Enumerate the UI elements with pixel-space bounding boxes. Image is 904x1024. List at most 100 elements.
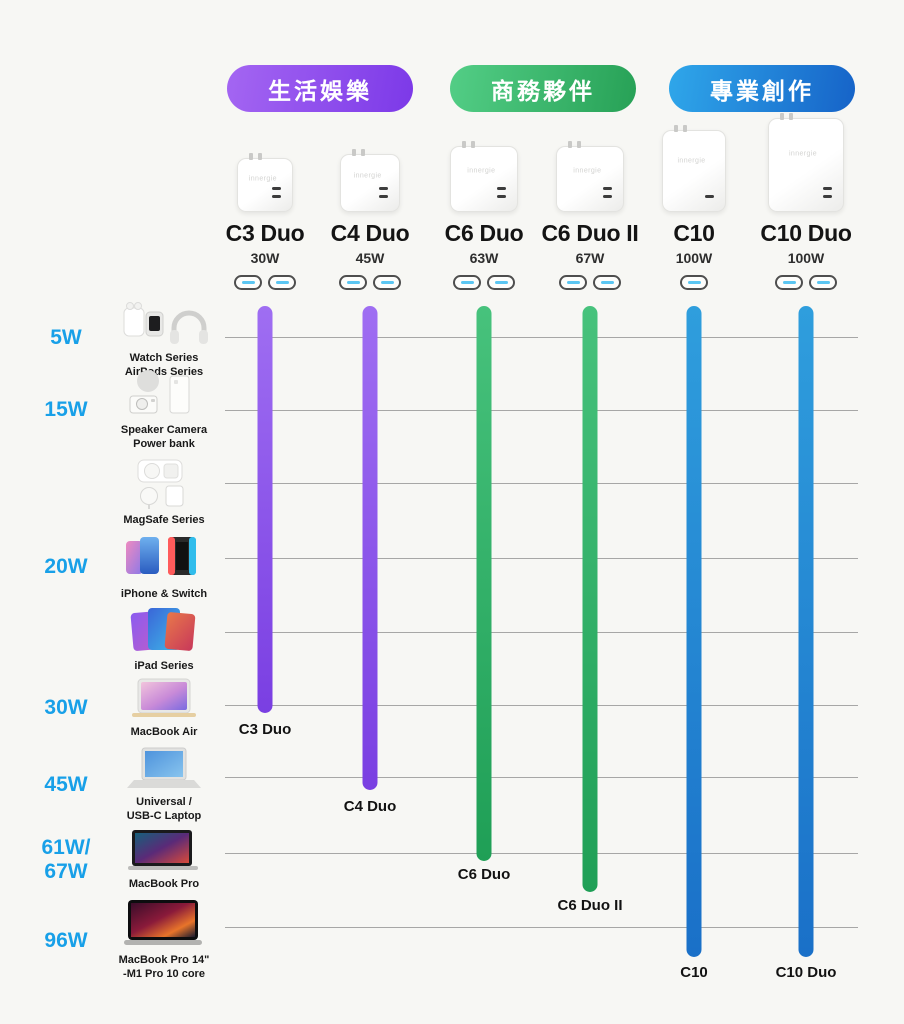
- usb-c-port-icon: [559, 275, 587, 290]
- product-column-c3-duo: innergie C3 Duo 30W: [190, 124, 340, 290]
- wattage-tick: 96W: [44, 929, 88, 953]
- brand-mark: innergie: [353, 172, 382, 180]
- usb-c-port-icon: [234, 275, 262, 290]
- charger-image-c6-duo: innergie: [450, 124, 518, 212]
- bar-end-label: C4 Duo: [343, 798, 397, 815]
- category-label: 專業創作: [710, 77, 814, 104]
- bar-end-label: C6 Duo: [457, 866, 511, 883]
- product-name: C6 Duo II: [541, 220, 639, 246]
- wattage-tick: 30W: [44, 695, 88, 719]
- magsafe-icon: [137, 459, 184, 509]
- device-caption: MagSafe Series: [123, 514, 205, 526]
- device-caption: Watch Series AirPods Series: [124, 352, 204, 379]
- ipad-icon: [130, 608, 196, 651]
- device-caption: Speaker Camera Power bank: [120, 424, 208, 451]
- speaker-camera-powerbank-icon: [129, 370, 190, 414]
- usb-c-ports: [680, 275, 708, 290]
- bar-c6-duo: [476, 306, 492, 861]
- gridline-20w: [225, 558, 858, 559]
- usb-c-ports: [559, 275, 621, 290]
- product-name: C6 Duo: [444, 220, 524, 246]
- macbook-pro-14-icon: [124, 900, 202, 945]
- device-caption: MacBook Air: [130, 726, 198, 738]
- usb-c-port-icon: [775, 275, 803, 290]
- device-caption: Universal / USB-C Laptop: [126, 796, 202, 823]
- category-pill-lifestyle: 生活娛樂: [227, 65, 413, 112]
- gridline-45w: [225, 777, 858, 778]
- product-column-c10: innergie C10 100W: [619, 124, 769, 290]
- category-label: 生活娛樂: [268, 77, 372, 104]
- gridline-ipad: [225, 632, 858, 633]
- usb-c-ports: [339, 275, 401, 290]
- device-caption: MacBook Pro: [128, 878, 200, 890]
- product-column-c6-duo: innergie C6 Duo 63W: [409, 124, 559, 290]
- macbook-pro-icon: [128, 830, 198, 870]
- charger-image-c10-duo: innergie: [768, 113, 844, 212]
- wattage-tick: 45W: [44, 773, 88, 797]
- bar-c6-duo-ii: [582, 306, 598, 892]
- usb-c-port-icon: [373, 275, 401, 290]
- bar-end-label: C6 Duo II: [557, 897, 623, 914]
- brand-mark: innergie: [467, 167, 496, 175]
- category-label: 商務夥伴: [491, 77, 595, 104]
- bar-end-label: C10: [680, 964, 708, 981]
- usb-c-port-icon: [453, 275, 481, 290]
- usb-c-port-icon: [680, 275, 708, 290]
- bar-c10-duo: [798, 306, 814, 957]
- product-wattage: 63W: [469, 250, 499, 266]
- wattage-tick: 15W: [44, 398, 88, 422]
- bar-end-label: C10 Duo: [775, 964, 837, 981]
- device-row-61-67w: 61W/67W MacBook Pro: [26, 828, 224, 891]
- category-pill-professional: 專業創作: [669, 65, 855, 112]
- device-caption: MacBook Pro 14" -M1 Pro 10 core: [118, 954, 210, 981]
- charger-image-c6-duo-ii: innergie: [556, 124, 624, 212]
- bar-c10: [686, 306, 702, 957]
- gridline-30w: [225, 705, 858, 706]
- usb-c-ports: [775, 275, 837, 290]
- usb-c-ports: [234, 275, 296, 290]
- macbook-air-icon: [132, 678, 196, 717]
- product-wattage: 100W: [787, 250, 825, 266]
- iphone-switch-icon: [126, 537, 196, 575]
- usb-c-port-icon: [339, 275, 367, 290]
- charger-image-c10: innergie: [662, 124, 726, 212]
- wattage-tick: 61W/67W: [41, 836, 91, 883]
- bar-c3-duo: [257, 306, 273, 713]
- gridline-5w: [225, 337, 858, 338]
- brand-mark: innergie: [248, 175, 277, 183]
- charger-image-c4-duo: innergie: [340, 124, 400, 212]
- device-caption: iPad Series: [134, 660, 194, 672]
- usb-c-ports: [453, 275, 515, 290]
- usb-c-port-icon: [268, 275, 296, 290]
- product-wattage: 45W: [355, 250, 385, 266]
- usb-c-port-icon: [809, 275, 837, 290]
- brand-mark: innergie: [788, 150, 818, 158]
- device-caption: iPhone & Switch: [120, 588, 208, 600]
- product-wattage: 67W: [575, 250, 605, 266]
- product-column-c4-duo: innergie C4 Duo 45W: [295, 124, 445, 290]
- gridline-15w: [225, 410, 858, 411]
- product-name: C10 Duo: [760, 220, 852, 246]
- product-name: C10: [673, 220, 715, 246]
- charger-image-c3-duo: innergie: [237, 124, 293, 212]
- usb-c-port-icon: [487, 275, 515, 290]
- bar-c4-duo: [362, 306, 378, 790]
- device-row-30w: 30W MacBook Air: [26, 676, 224, 739]
- usb-c-port-icon: [593, 275, 621, 290]
- device-row-45w: 45W Universal / USB-C Laptop: [26, 746, 224, 824]
- category-pill-business: 商務夥伴: [450, 65, 636, 112]
- product-column-c6-duo-ii: innergie C6 Duo II 67W: [515, 124, 665, 290]
- gridline-magsafe: [225, 483, 858, 484]
- device-row-20w: 20W iPhone & Switch: [26, 532, 224, 601]
- device-row-magsafe: MagSafe Series: [26, 458, 224, 527]
- product-name: C3 Duo: [225, 220, 305, 246]
- product-name: C4 Duo: [330, 220, 410, 246]
- brand-mark: innergie: [573, 167, 602, 175]
- wattage-tick: 5W: [50, 326, 82, 350]
- device-row-ipad: iPad Series: [26, 604, 224, 673]
- device-row-96w: 96W MacBook Pro 14" -M1 Pro 10 core: [26, 900, 224, 982]
- watch-airpods-icon: [123, 302, 208, 344]
- device-row-15w: 15W Speaker Camera Power bank: [26, 368, 224, 452]
- gridline-96w: [225, 927, 858, 928]
